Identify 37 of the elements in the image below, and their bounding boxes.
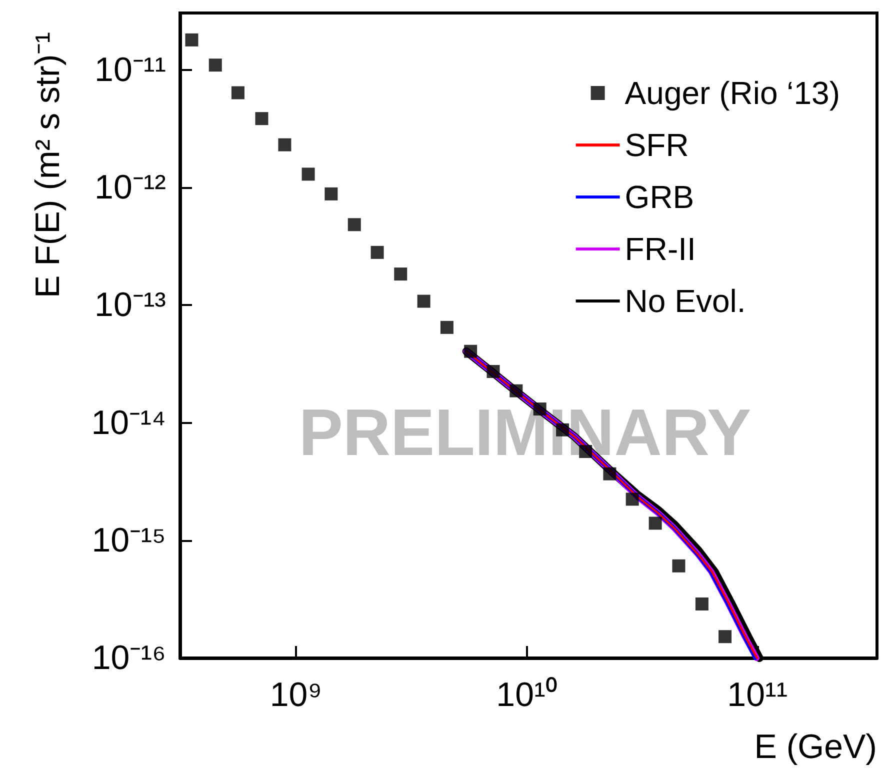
x-axis-title: E (GeV) [754,728,878,766]
point [394,268,408,281]
point [464,344,478,358]
point [302,168,315,181]
x-tick-label: 10¹⁰ [496,676,558,714]
point [185,33,198,46]
legend-label: FR-II [624,231,696,267]
legend-label: No Evol. [624,283,746,319]
legend-label: Auger (Rio ‘13) [624,75,840,111]
x-tick-label: 10⁹ [270,676,322,714]
legend-label: GRB [624,179,694,215]
y-axis-title: E F(E) (m² s str)⁻¹ [29,32,67,298]
point [510,384,523,398]
point [417,294,430,308]
point [486,364,500,378]
y-tick-label: 10⁻¹⁴ [91,404,166,442]
y-tick-label: 10⁻¹⁶ [92,639,166,677]
y-tick-label: 10⁻¹² [94,168,166,207]
legend-label: SFR [624,127,689,163]
point [648,516,662,530]
point [626,492,639,506]
y-tick-label: 10⁻¹³ [94,286,166,324]
point [278,138,292,152]
point [718,630,732,644]
x-tick-label: 10¹¹ [727,676,788,714]
y-tick-label: 10⁻¹¹ [94,50,166,89]
y-tick-label: 10⁻¹⁵ [92,521,166,560]
point [208,58,222,72]
point [695,597,708,610]
point [324,187,338,200]
point [231,86,244,100]
point [672,559,686,572]
point [370,246,384,259]
point [603,467,616,480]
point [348,218,361,232]
point [440,320,454,334]
point [255,112,268,126]
